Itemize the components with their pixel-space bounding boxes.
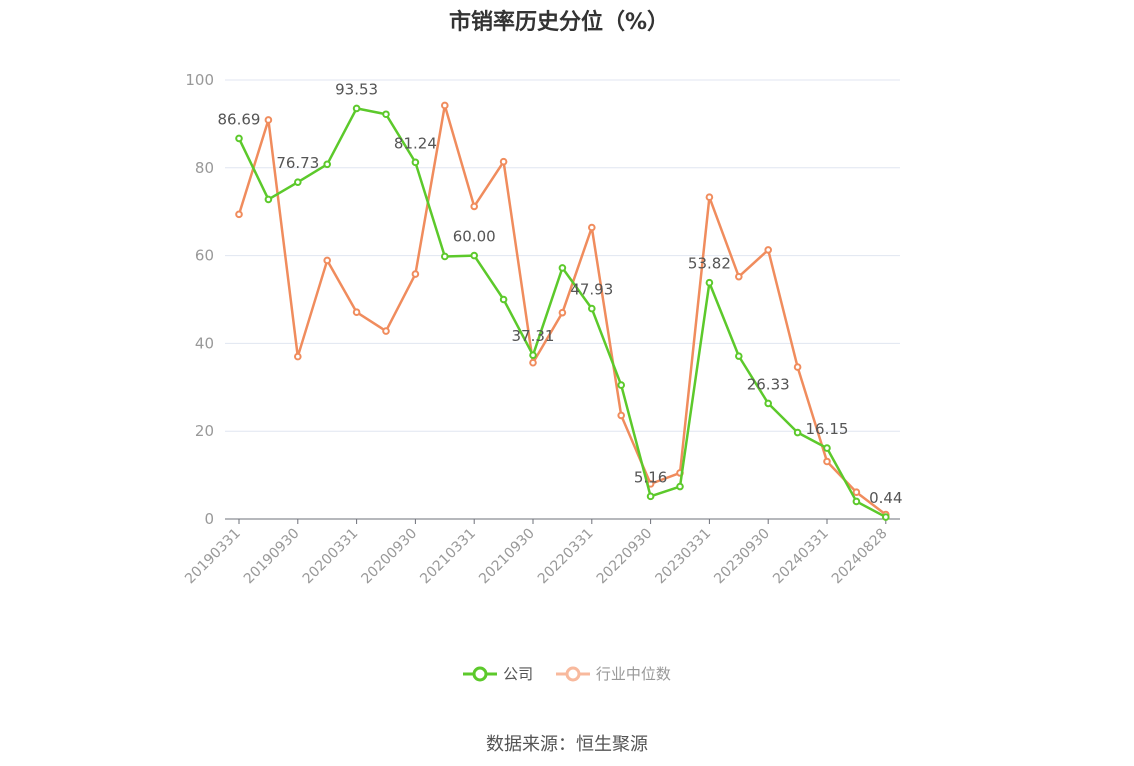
series-point-1 (441, 101, 449, 110)
data-label: 76.73 (276, 154, 319, 172)
y-tick-label: 100 (185, 71, 214, 89)
data-label: 16.15 (806, 420, 849, 438)
series-point-1 (705, 193, 714, 202)
x-tick-label: 20200331 (300, 526, 362, 588)
grid-lines (225, 79, 900, 432)
series-point-0 (235, 134, 243, 143)
series-point-1 (852, 488, 861, 497)
series-point-0 (529, 351, 537, 360)
series-point-0 (441, 252, 449, 261)
data-label: 0.44 (869, 489, 902, 507)
x-tick-label: 20220930 (594, 526, 656, 588)
data-label: 60.00 (453, 228, 496, 246)
series-point-1 (352, 308, 361, 317)
series-point-1 (470, 202, 479, 211)
data-label: 47.93 (570, 281, 613, 299)
series-point-1 (323, 256, 332, 265)
series-point-0 (646, 492, 655, 501)
x-tick-label: 20240828 (829, 526, 891, 588)
series-point-0 (499, 295, 508, 304)
data-label: 26.33 (747, 375, 790, 393)
series-point-1 (823, 457, 831, 466)
series-point-1 (382, 327, 390, 335)
data-label: 37.31 (512, 327, 555, 345)
x-axis: 2019033120190930202003312020093020210331… (182, 518, 900, 588)
series-point-0 (882, 513, 890, 521)
series-point-0 (823, 444, 831, 452)
series-point-0 (793, 428, 802, 437)
series-point-0 (558, 264, 567, 272)
y-axis-ticks: 0 20 40 60 80 100 (185, 71, 214, 528)
x-tick-label: 20210331 (417, 526, 479, 588)
data-label: 86.69 (218, 110, 261, 128)
x-tick-label: 20190930 (241, 526, 303, 588)
legend-item-company[interactable]: 公司 (463, 663, 533, 684)
x-tick-label: 20220331 (535, 526, 597, 588)
series-point-1 (793, 363, 802, 371)
series-point-0 (617, 381, 626, 389)
data-label: 5.16 (634, 468, 667, 486)
data-label: 53.82 (688, 255, 731, 273)
y-tick-label: 0 (204, 510, 214, 528)
x-tick-label: 20240331 (770, 526, 832, 588)
series-point-0 (588, 304, 596, 313)
series-point-0 (352, 104, 361, 113)
series-point-0 (294, 178, 302, 186)
series-layer (235, 101, 890, 521)
legend: 公司 行业中位数 (0, 663, 1134, 686)
x-tick-label: 20230930 (711, 526, 773, 588)
series-point-0 (264, 195, 273, 204)
x-tick-label: 20200930 (359, 526, 421, 588)
series-point-1 (735, 272, 743, 281)
series-point-0 (764, 399, 773, 408)
data-labels: 86.69 76.73 93.53 81.24 60.00 37.31 47.93 5.16 5… (218, 80, 903, 507)
data-label: 93.53 (335, 80, 378, 98)
legend-line-circle-icon (463, 666, 498, 681)
legend-item-industry-median[interactable]: 行业中位数 (555, 663, 671, 684)
x-tick-label: 20230331 (653, 526, 715, 588)
series-point-1 (235, 210, 243, 219)
series-point-0 (382, 110, 390, 119)
series-point-1 (558, 308, 567, 317)
series-point-1 (764, 246, 773, 254)
series-point-1 (529, 358, 537, 367)
series-point-1 (499, 157, 508, 166)
series-point-0 (411, 158, 420, 167)
series-point-0 (676, 482, 684, 491)
y-tick-label: 20 (195, 422, 214, 440)
legend-label: 公司 (503, 665, 534, 683)
series-point-0 (323, 160, 332, 169)
series-point-1 (617, 411, 626, 420)
series-point-0 (735, 352, 743, 360)
y-tick-label: 80 (195, 159, 214, 177)
series-point-1 (411, 270, 420, 278)
series-point-0 (705, 278, 714, 287)
legend-label: 行业中位数 (595, 665, 671, 683)
y-tick-label: 60 (195, 247, 214, 265)
source-note: 数据来源：恒生聚源 (486, 734, 648, 755)
x-tick-label: 20210930 (476, 526, 538, 588)
legend-line-circle-icon (555, 666, 590, 681)
series-point-0 (852, 497, 861, 506)
chart-title: 市销率历史分位（%） (448, 10, 670, 35)
data-label: 81.24 (394, 134, 437, 152)
series-point-1 (294, 352, 302, 361)
y-tick-label: 40 (195, 334, 214, 352)
series-point-1 (588, 223, 596, 232)
series-point-0 (470, 251, 479, 260)
series-point-1 (264, 116, 273, 124)
x-tick-label: 20190331 (182, 526, 244, 588)
